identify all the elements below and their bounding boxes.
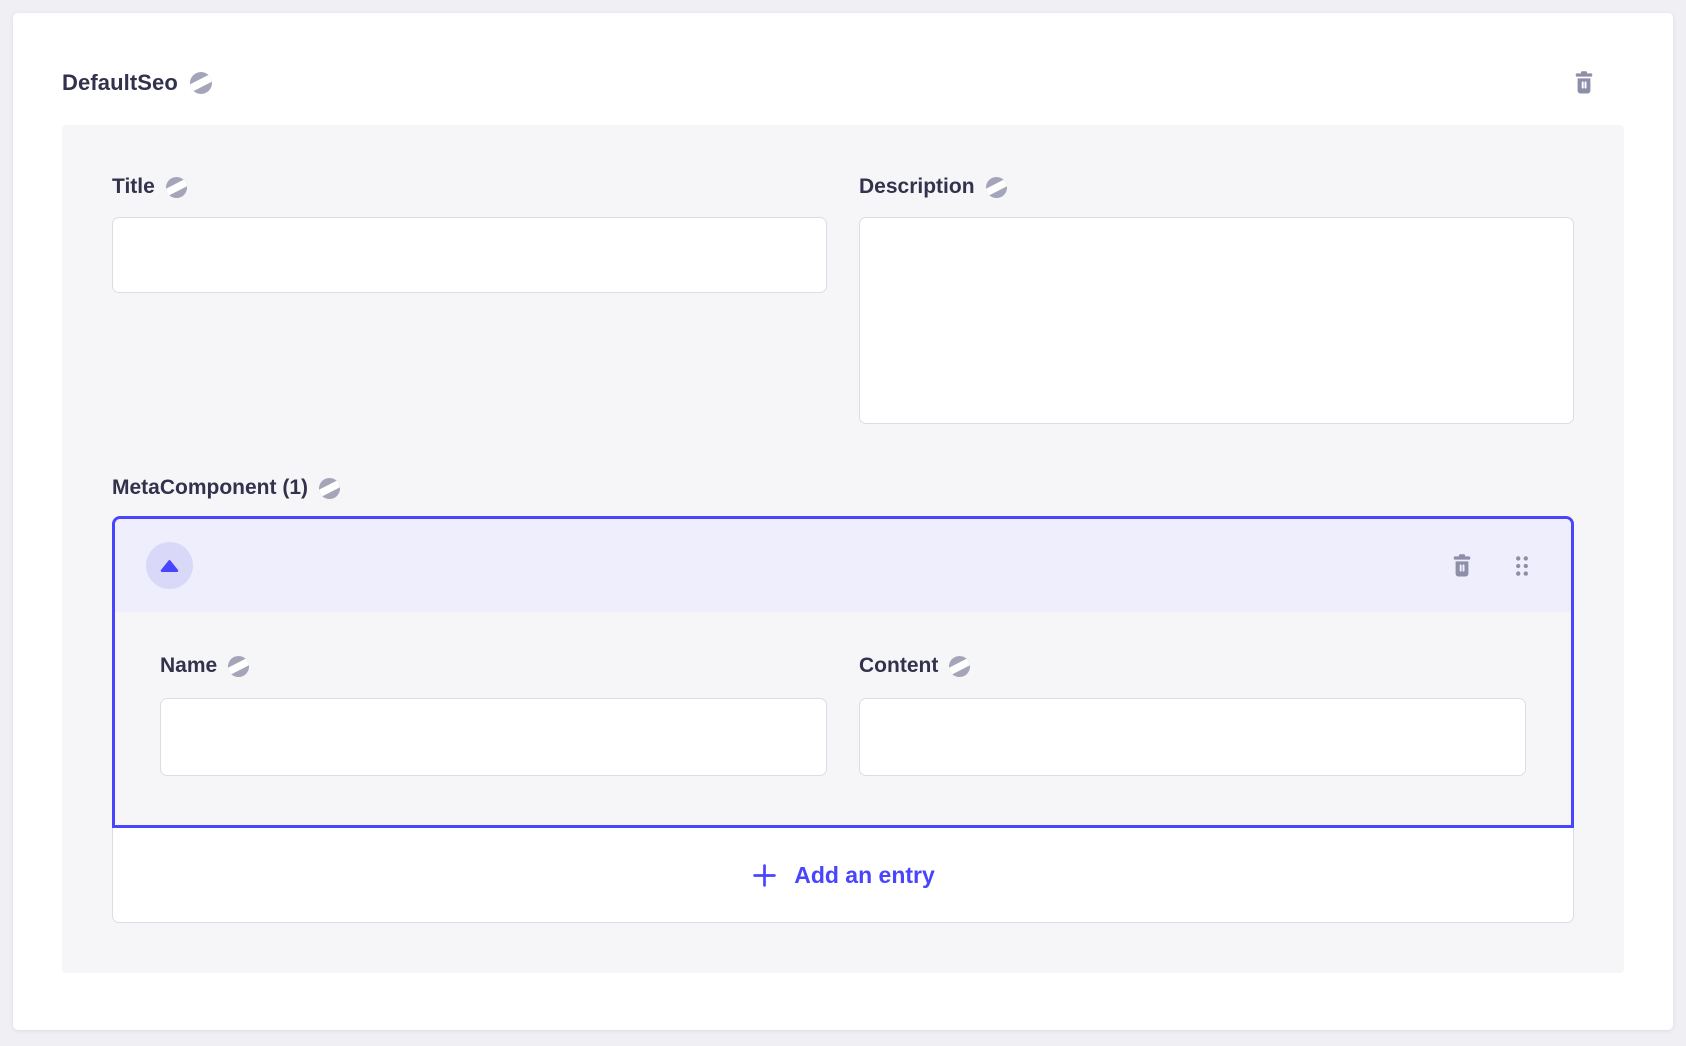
repeatable-section: MetaComponent (1) — [112, 476, 1574, 923]
description-textarea[interactable] — [859, 217, 1574, 424]
add-entry-label: Add an entry — [794, 861, 935, 888]
name-field: Name — [160, 654, 827, 776]
globe-icon — [189, 71, 212, 94]
add-entry-button[interactable]: Add an entry — [112, 828, 1574, 923]
content-input[interactable] — [859, 698, 1526, 776]
globe-icon — [165, 176, 187, 198]
trash-icon — [1575, 71, 1593, 94]
globe-icon — [985, 176, 1007, 198]
caret-up-icon — [160, 559, 179, 572]
description-field-label: Description — [859, 175, 975, 198]
content-field: Content — [859, 654, 1526, 776]
component-header: DefaultSeo — [13, 13, 1673, 98]
name-input[interactable] — [160, 698, 827, 776]
globe-icon — [228, 655, 250, 677]
plus-icon — [753, 863, 776, 887]
globe-icon — [949, 655, 971, 677]
content-field-label: Content — [859, 654, 939, 677]
repeatable-entry: Name — [112, 516, 1574, 828]
component-card: DefaultSeo Title — [13, 13, 1673, 1030]
collapse-entry-button[interactable] — [146, 542, 193, 589]
entry-header[interactable] — [115, 519, 1571, 612]
entry-body: Name — [115, 612, 1571, 825]
drag-handle-icon — [1516, 555, 1528, 576]
name-field-label: Name — [160, 654, 218, 677]
title-field-label: Title — [112, 175, 155, 198]
component-panel: Title Description — [62, 125, 1624, 973]
delete-component-button[interactable] — [1569, 67, 1599, 98]
component-title: DefaultSeo — [62, 70, 213, 96]
repeatable-label: MetaComponent (1) — [112, 476, 308, 499]
title-input[interactable] — [112, 217, 827, 293]
drag-entry-handle[interactable] — [1507, 551, 1537, 581]
trash-icon — [1453, 554, 1471, 577]
component-title-text: DefaultSeo — [62, 69, 178, 95]
description-field: Description — [859, 175, 1574, 429]
title-field: Title — [112, 175, 827, 293]
delete-entry-button[interactable] — [1447, 550, 1477, 581]
globe-icon — [318, 477, 341, 499]
